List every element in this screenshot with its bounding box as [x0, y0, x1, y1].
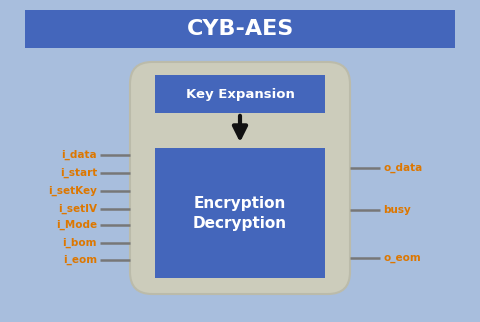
- Text: Key Expansion: Key Expansion: [186, 88, 294, 100]
- Text: Encryption: Encryption: [194, 195, 286, 211]
- FancyBboxPatch shape: [155, 148, 325, 278]
- Text: i_bom: i_bom: [62, 238, 97, 248]
- Text: i_data: i_data: [61, 150, 97, 160]
- Text: o_data: o_data: [383, 163, 422, 173]
- Text: i_eom: i_eom: [63, 255, 97, 265]
- Text: i_start: i_start: [60, 168, 97, 178]
- Text: Decryption: Decryption: [193, 215, 287, 231]
- Text: i_setIV: i_setIV: [58, 204, 97, 214]
- Text: busy: busy: [383, 205, 411, 215]
- FancyBboxPatch shape: [25, 10, 455, 48]
- Text: o_eom: o_eom: [383, 253, 421, 263]
- Text: i_setKey: i_setKey: [48, 186, 97, 196]
- Text: CYB-AES: CYB-AES: [186, 19, 294, 39]
- FancyBboxPatch shape: [130, 62, 350, 294]
- Text: i_Mode: i_Mode: [56, 220, 97, 230]
- FancyBboxPatch shape: [155, 75, 325, 113]
